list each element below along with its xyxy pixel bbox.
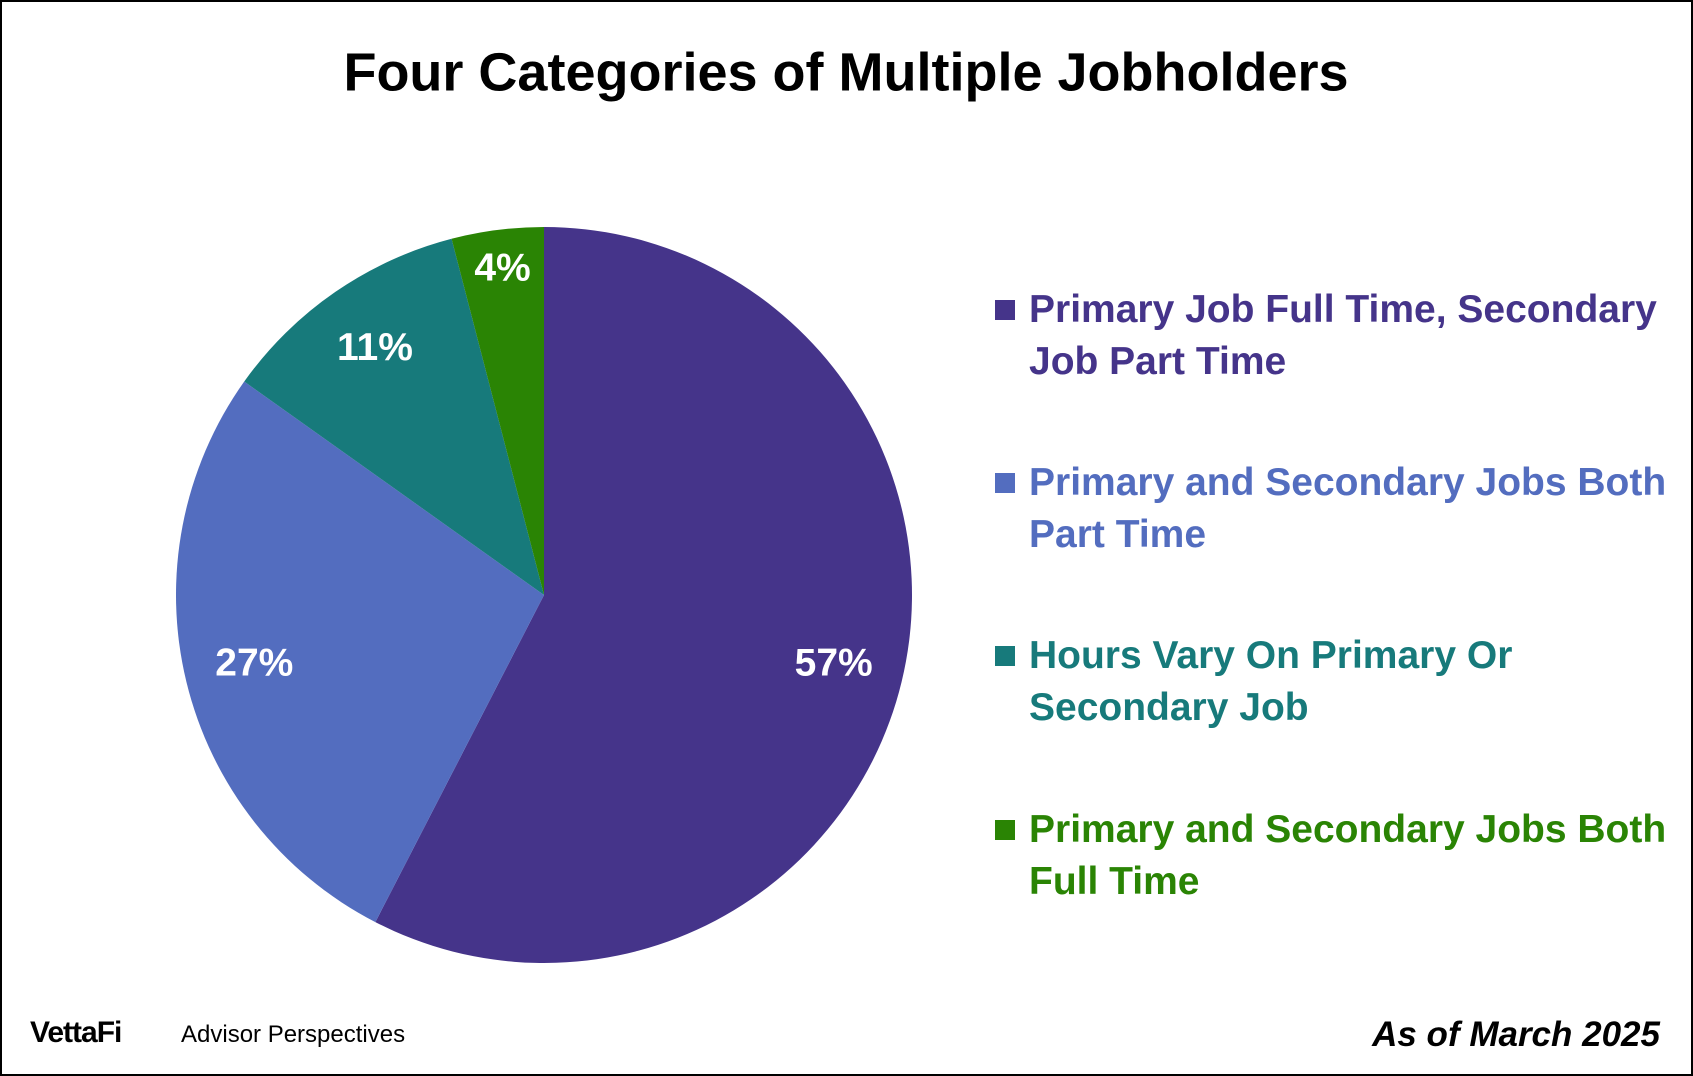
data-label: 11%	[337, 326, 413, 369]
pie-slice	[176, 381, 544, 923]
pie-slice	[375, 227, 913, 964]
pie-slice	[451, 227, 544, 595]
note: As of March 2025	[1372, 1015, 1660, 1054]
source: Advisor Perspectives	[181, 1021, 406, 1048]
logo: VettaFi	[30, 1016, 122, 1049]
legend-swatch	[995, 473, 1015, 493]
legend-entry: Primary and Secondary Jobs Both Full Tim…	[1029, 808, 1667, 903]
legend-swatch	[995, 646, 1015, 666]
legend-entry: Primary Job Full Time, Secondary Job Par…	[1029, 288, 1657, 383]
legend-entry: Hours Vary On Primary Or Secondary Job	[1029, 634, 1513, 729]
pie-slice	[244, 238, 544, 596]
data-label: 57%	[795, 642, 873, 685]
data-label: 27%	[215, 642, 293, 685]
legend-swatch	[995, 820, 1015, 840]
legend-swatch	[995, 300, 1015, 320]
data-label: 4%	[474, 246, 530, 289]
chart-title: Four Categories of Multiple Jobholders	[343, 42, 1348, 102]
legend-entry: Primary and Secondary Jobs Both Part Tim…	[1029, 461, 1667, 556]
